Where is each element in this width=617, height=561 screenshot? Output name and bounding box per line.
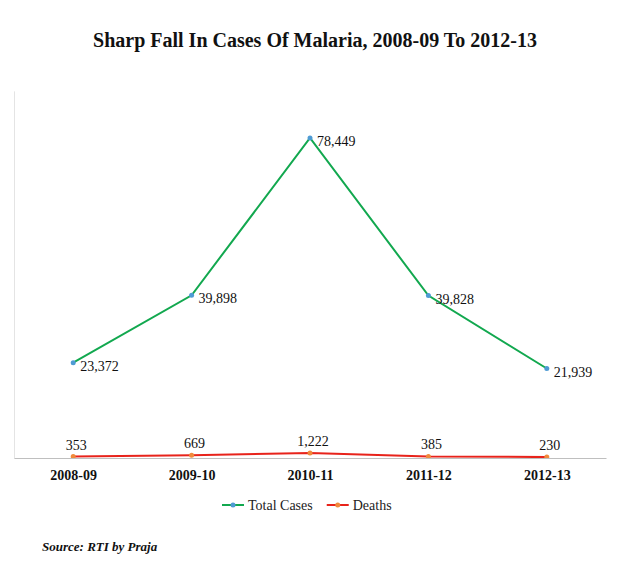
series-marker [426, 454, 431, 458]
x-tick: 2009-10 [169, 458, 216, 483]
series-marker [71, 360, 76, 365]
data-label: 230 [539, 438, 560, 453]
data-labels: 23,372 39,898 78,449 39,828 21,939 353 669 1,22… [66, 134, 593, 453]
data-label: 353 [66, 438, 87, 453]
series-marker [544, 366, 549, 371]
data-label: 78,449 [317, 134, 356, 149]
x-tick-label: 2009-10 [169, 468, 216, 483]
data-label: 669 [184, 436, 205, 451]
legend-marker [335, 503, 340, 508]
series-marker [189, 453, 194, 458]
series-marker [308, 451, 313, 456]
x-tick-label: 2010-11 [288, 468, 334, 483]
legend-marker [231, 503, 236, 508]
legend-label: Deaths [353, 498, 392, 513]
x-tick: 2008-09 [50, 458, 97, 483]
chart: Sharp Fall In Cases Of Malaria, 2008-09 … [0, 0, 617, 561]
legend-item: Deaths [327, 498, 392, 513]
series-marker [189, 293, 194, 298]
series-marker [544, 455, 549, 458]
data-label: 385 [421, 437, 442, 452]
x-tick-label: 2008-09 [50, 468, 97, 483]
x-tick: 2010-11 [288, 458, 334, 483]
plot-area [71, 136, 550, 459]
x-tick: 2012-13 [524, 458, 571, 483]
series-marker [71, 454, 76, 458]
x-axis-line [15, 458, 607, 459]
legend: Total Cases Deaths [222, 498, 392, 513]
x-tick-label: 2012-13 [524, 468, 571, 483]
data-label: 1,222 [297, 434, 329, 449]
x-axis: 2008-09 2009-10 2010-11 2011-12 2012-13 [15, 458, 607, 483]
series-marker [426, 293, 431, 298]
x-tick-label: 2011-12 [406, 468, 452, 483]
series-marker [308, 136, 313, 141]
data-label: 39,828 [435, 292, 474, 307]
source: Source: RTI by Praja [42, 539, 158, 554]
data-label: 23,372 [80, 359, 119, 374]
x-tick: 2011-12 [406, 458, 452, 483]
series-line [73, 138, 547, 369]
legend-label: Total Cases [248, 498, 313, 513]
data-label: 21,939 [554, 365, 593, 380]
y-axis [14, 91, 15, 458]
y-axis-line [14, 91, 15, 458]
title: Sharp Fall In Cases Of Malaria, 2008-09 … [93, 29, 537, 52]
legend-item: Total Cases [222, 498, 313, 513]
data-label: 39,898 [199, 291, 238, 306]
